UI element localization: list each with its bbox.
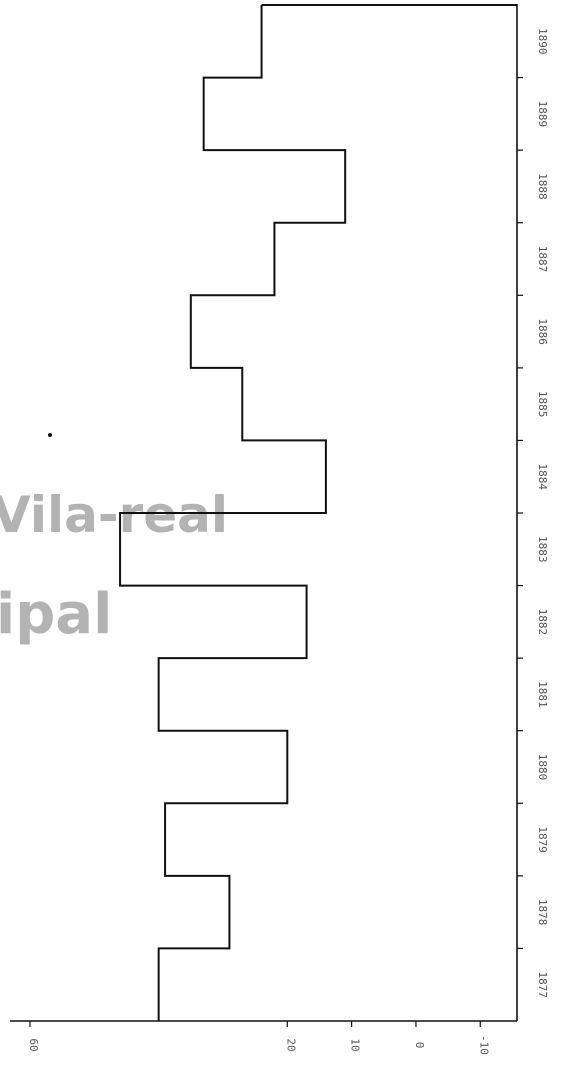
x-tick-label: 1879 [536,826,549,853]
x-tick-label: 1890 [536,28,549,55]
watermark-line2: ipal [0,582,112,647]
watermark-line1: Vila-real [0,486,228,544]
y-tick-label: 0 [413,1042,426,1049]
x-tick-label: 1886 [536,318,549,345]
x-tick-label: 1878 [536,899,549,926]
series-step-line [119,5,347,1021]
x-tick-label: 1888 [536,173,549,200]
speck-mark [48,433,52,437]
x-tick-label: 1884 [536,463,549,490]
x-tick-label: 1877 [536,971,549,998]
y-tick-label: 60 [27,1038,40,1051]
x-tick-label: 1880 [536,754,549,781]
x-tick-label: 1882 [536,609,549,636]
x-tick-label: 1889 [536,101,549,128]
y-tick-label: -10 [477,1035,490,1055]
x-tick-label: 1883 [536,536,549,563]
x-tick-label: 1885 [536,391,549,418]
series-group [119,4,517,1021]
x-tick-label: 1881 [536,681,549,708]
y-tick-label: 10 [349,1038,362,1051]
y-tick-label: 20 [284,1038,297,1051]
watermark: Vila-real ipal [0,486,228,647]
x-tick-label: 1887 [536,246,549,273]
tick-group: 1877 1878 1879 1880 1881 1882 1883 1884 1885 1886… [27,28,549,1055]
